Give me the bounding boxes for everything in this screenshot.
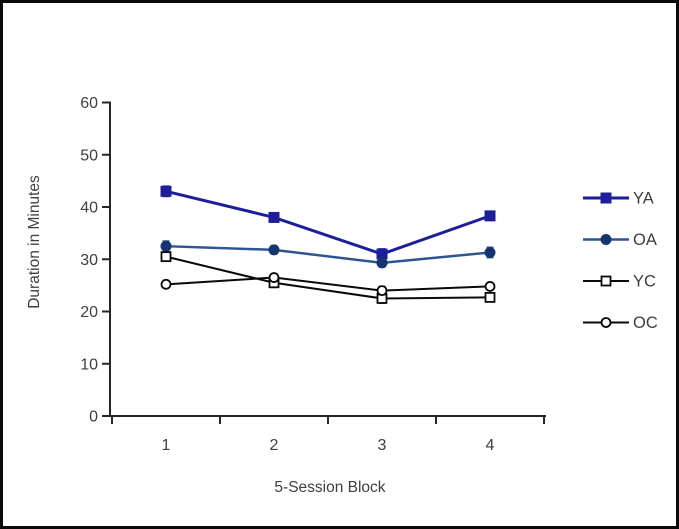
y-tick-label: 30: [80, 252, 98, 269]
marker-YA-3: [376, 248, 388, 260]
legend-entry-YA: YA: [583, 190, 654, 208]
marker-OA-3: [376, 257, 388, 269]
x-tick-label: 1: [162, 437, 171, 454]
series-line-YA: [165, 189, 491, 256]
y-tick-label: 0: [89, 409, 98, 426]
legend-marker-OC: [600, 317, 612, 328]
x-tick-label: 4: [486, 437, 495, 454]
marker-OC-2: [268, 272, 280, 283]
legend-marker-OA: [600, 234, 612, 245]
marker-OA-2: [268, 244, 280, 256]
marker-YC-1: [160, 251, 172, 263]
legend-label-OC: OC: [633, 314, 658, 332]
y-tick-label: 60: [80, 95, 98, 112]
legend-label-YA: YA: [633, 190, 654, 208]
series-line-OC: [165, 276, 491, 292]
series-OC: [160, 272, 496, 297]
legend-entry-YC: YC: [583, 273, 656, 291]
marker-OC-4: [484, 281, 496, 292]
y-tick-label: 10: [80, 356, 98, 373]
marker-OA-4: [484, 246, 496, 258]
marker-OC-1: [160, 278, 172, 290]
y-axis-title: Duration in Minutes: [26, 175, 43, 309]
marker-OC-3: [376, 285, 388, 297]
marker-YC-4: [484, 291, 496, 303]
legend-entry-OC: OC: [583, 314, 658, 332]
legend-label-YC: YC: [633, 273, 656, 291]
y-tick-label: 40: [80, 200, 98, 217]
legend-label-OA: OA: [633, 231, 657, 249]
marker-YA-1: [160, 185, 172, 197]
marker-YA-2: [268, 211, 280, 223]
y-tick-label: 50: [80, 147, 98, 164]
legend-marker-YA: [600, 192, 612, 204]
series-line-OA: [165, 244, 491, 265]
x-axis-title: 5-Session Block: [274, 479, 385, 496]
line-chart: 0 10 20 30 40 50 60 1 2 3 4 YA OA YC OC 5-Session Bloc…: [26, 95, 658, 496]
plot-area: 0 10 20 30 40 50 60 1 2 3 4 YA OA YC OC: [80, 95, 658, 454]
series-YC: [160, 251, 496, 304]
marker-OA-1: [160, 240, 172, 252]
series-OA: [160, 240, 496, 269]
x-tick-label: 3: [378, 437, 387, 454]
y-tick-label: 20: [80, 304, 98, 321]
series-line-YC: [165, 255, 491, 300]
legend-marker-YC: [600, 275, 612, 287]
legend-entry-OA: OA: [583, 231, 657, 249]
x-tick-label: 2: [270, 437, 279, 454]
marker-YA-4: [484, 210, 496, 222]
